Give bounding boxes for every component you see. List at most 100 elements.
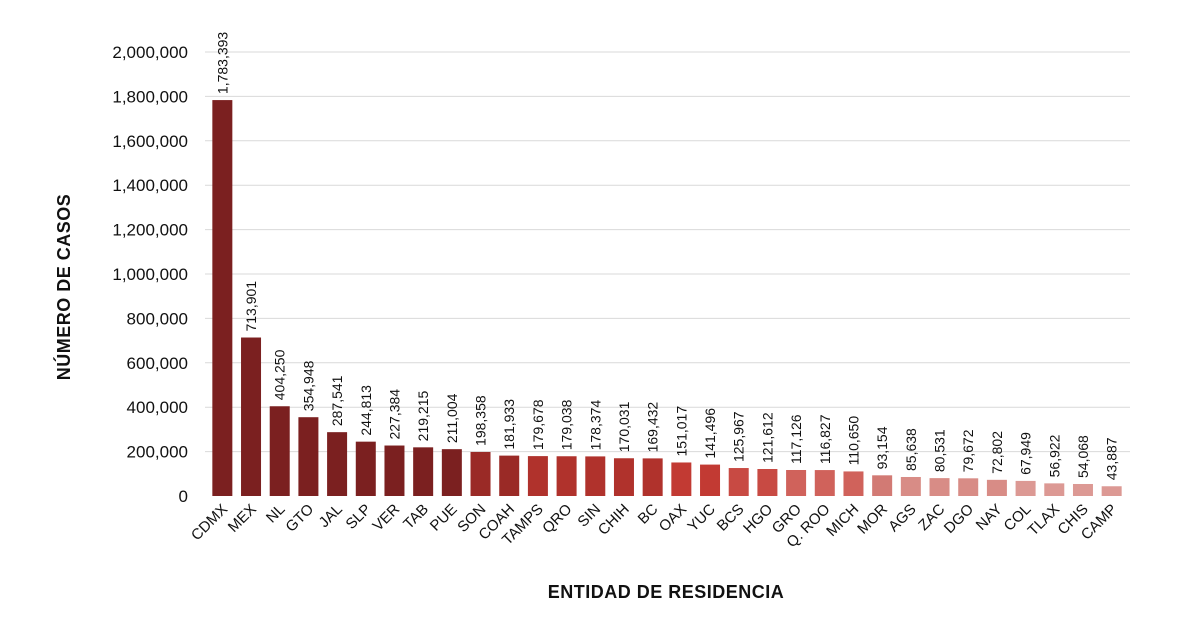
bar-cdmx [212,100,233,496]
bar-q-roo [814,470,835,496]
bar-oax [671,462,692,496]
bar-gro [786,469,807,496]
y-tick-label: 1,400,000 [112,176,188,195]
bar-chih [613,458,634,496]
x-tick-label: PUE [427,501,461,535]
bar-tamps [527,456,548,496]
x-tick-label: AGS [885,501,919,535]
bar-camp [1101,486,1122,496]
x-tick-label: MICH [823,501,862,540]
x-tick-label: CHIH [595,501,633,539]
bar-mich [843,471,864,496]
bar-sin [585,456,606,496]
bar-nl [269,406,290,496]
bar-pue [441,449,462,496]
bars [212,100,1122,496]
x-tick-label: OAX [656,501,690,535]
value-label: 72,802 [989,431,1005,474]
x-tick-label: TAB [400,501,432,533]
value-label: 67,949 [1018,432,1034,475]
x-tick-label: SLP [343,501,375,533]
bar-hgo [757,469,778,496]
x-tick-label: MOR [854,501,891,538]
y-tick-label: 2,000,000 [112,43,188,62]
value-label: 287,541 [329,375,345,426]
y-tick-label: 400,000 [127,398,188,417]
y-tick-label: 1,600,000 [112,132,188,151]
value-label: 117,126 [788,414,804,464]
bar-son [470,451,491,496]
value-label: 713,901 [243,281,259,332]
value-labels: 1,783,393 713,901 404,250 354,948 287,541 244… [214,32,1119,481]
y-tick-label: 0 [179,487,188,506]
y-tick-label: 1,200,000 [112,221,188,240]
value-label: 179,678 [530,399,546,450]
value-label: 125,967 [731,411,747,462]
x-tick-label: YUC [684,501,719,536]
x-tick-label: BCS [714,501,748,535]
value-label: 121,612 [759,412,775,463]
x-tick-label: CDMX [188,501,231,544]
x-tick-label: MEX [225,501,260,536]
bar-bcs [728,468,749,496]
value-label: 1,783,393 [214,32,230,94]
x-tick-label: NAY [973,501,1006,534]
value-label: 227,384 [386,389,402,440]
value-label: 169,432 [645,402,661,453]
y-tick-label: 800,000 [127,309,188,328]
value-label: 181,933 [501,399,517,450]
bar-bc [642,458,663,496]
value-label: 56,922 [1046,434,1062,477]
value-label: 404,250 [272,349,288,400]
x-tick-label: HGO [740,501,776,537]
y-axis-ticks: 0 200,000 400,000 600,000 800,000 1,000,000 1,… [112,43,188,506]
value-label: 85,638 [903,428,919,471]
bar-ags [900,476,921,496]
x-tick-label: TLAX [1025,501,1064,540]
bar-jal [327,432,348,496]
x-tick-label: JAL [316,501,346,531]
value-label: 110,650 [845,416,861,466]
bar-qro [556,456,577,496]
x-tick-label: ZAC [915,501,948,534]
bar-zac [929,478,950,496]
value-label: 54,068 [1075,435,1091,478]
bar-slp [355,441,376,496]
value-label: 93,154 [874,426,890,469]
value-label: 116,827 [817,414,833,464]
value-label: 198,358 [473,395,489,446]
value-label: 354,948 [300,360,316,411]
value-label: 141,496 [702,408,718,459]
value-label: 244,813 [358,385,374,436]
value-label: 80,531 [932,429,948,472]
bar-coah [499,455,520,496]
value-label: 179,038 [559,399,575,450]
y-tick-label: 600,000 [127,354,188,373]
x-tick-label: QRO [539,501,575,537]
x-tick-label: DGO [941,501,977,537]
y-tick-label: 1,000,000 [112,265,188,284]
value-label: 43,887 [1104,437,1120,480]
x-tick-label: GTO [282,501,317,536]
bar-nay [986,479,1007,496]
bar-mor [872,475,893,496]
bar-col [1015,480,1036,496]
value-label: 219,215 [415,391,431,442]
value-label: 170,031 [616,401,632,452]
y-axis-title: NÚMERO DE CASOS [53,194,74,381]
bar-ver [384,445,405,496]
value-label: 151,017 [673,406,689,457]
bar-tlax [1044,483,1065,496]
grid-lines [205,51,1130,453]
bar-yuc [700,464,721,496]
y-tick-label: 200,000 [127,443,188,462]
x-axis-title: ENTIDAD DE RESIDENCIA [548,582,785,602]
bar-chis [1072,483,1093,496]
value-label: 178,374 [587,400,603,451]
bar-tab [413,447,434,496]
bar-dgo [958,478,979,496]
value-label: 79,672 [960,429,976,472]
